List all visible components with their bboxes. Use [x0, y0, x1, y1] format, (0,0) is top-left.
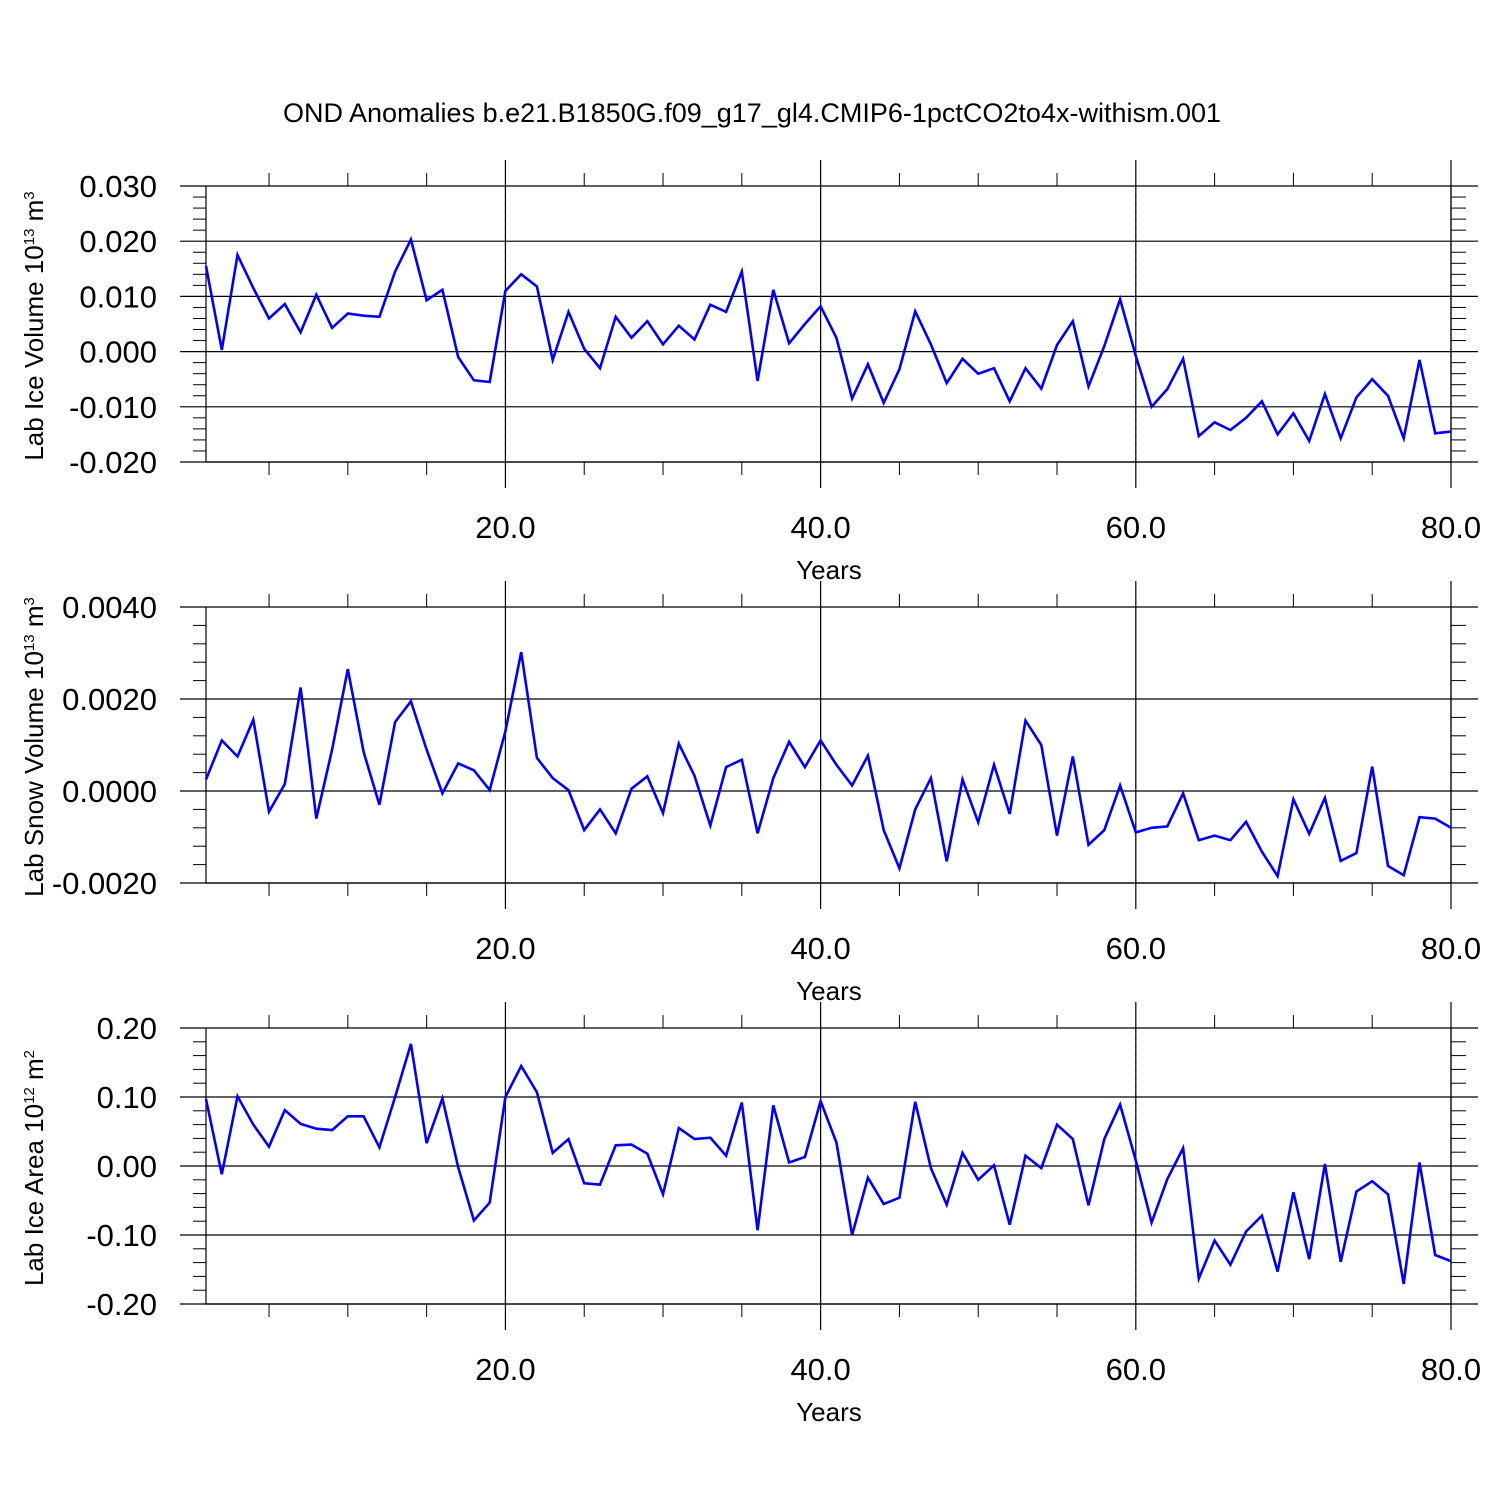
x-tick-label: 80.0 — [1421, 510, 1481, 545]
y-tick-label: 0.00 — [97, 1149, 157, 1184]
panel-1: -0.020 -0.010 0.000 0.010 0.020 0.030 20.0 40.0… — [19, 160, 1481, 585]
figure-title: OND Anomalies b.e21.B1850G.f09_g17_gl4.C… — [283, 98, 1221, 128]
x-tick-label: 40.0 — [790, 510, 850, 545]
x-axis-label: Years — [796, 976, 862, 1006]
x-tick-label: 20.0 — [475, 510, 535, 545]
y-axis-label-superscript: 12 — [21, 1087, 38, 1104]
y-axis-label: Lab Ice Area 1012 m2 — [19, 1050, 49, 1286]
y-tick-label: 0.020 — [79, 224, 157, 259]
x-tick-label: 20.0 — [475, 1352, 535, 1387]
y-axis-label-part: m — [19, 606, 49, 635]
y-tick-label: -0.0020 — [52, 866, 157, 901]
y-axis-label-superscript: 3 — [21, 191, 38, 199]
panel-3: -0.20 -0.10 0.00 0.10 0.20 20.0 40.0 60.0 80.0 Ye… — [19, 1002, 1481, 1427]
panels: -0.020 -0.010 0.000 0.010 0.020 0.030 20.0 40.0… — [19, 160, 1481, 1427]
x-axis-label: Years — [796, 555, 862, 585]
y-tick-label: 0.10 — [97, 1080, 157, 1115]
y-tick-label: -0.020 — [69, 445, 157, 480]
y-axis-label-part: m — [19, 1058, 49, 1087]
x-tick-label: 60.0 — [1106, 931, 1166, 966]
y-axis-label: Lab Snow Volume 1013 m3 — [19, 597, 49, 897]
y-tick-label: 0.000 — [79, 335, 157, 370]
y-tick-label: 0.0000 — [62, 774, 157, 809]
y-tick-label: -0.10 — [86, 1218, 157, 1253]
y-tick-label: 0.20 — [97, 1011, 157, 1046]
y-tick-label: -0.20 — [86, 1287, 157, 1322]
x-axis-label: Years — [796, 1397, 862, 1427]
x-tick-label: 60.0 — [1106, 510, 1166, 545]
y-axis-label-superscript: 3 — [21, 597, 38, 605]
y-axis-label-superscript: 13 — [21, 634, 38, 651]
x-tick-label: 60.0 — [1106, 1352, 1166, 1387]
y-tick-label: 0.030 — [79, 169, 157, 204]
data-series-line — [204, 1043, 1452, 1285]
y-tick-label: 0.010 — [79, 279, 157, 314]
y-axis-label-superscript: 13 — [21, 229, 38, 246]
y-axis-label-part: Lab Snow Volume 10 — [19, 651, 49, 897]
data-series-line — [204, 651, 1452, 880]
y-axis-label-part: Lab Ice Area 10 — [19, 1104, 49, 1286]
x-tick-label: 40.0 — [790, 931, 850, 966]
data-series-line — [204, 235, 1452, 445]
panel-2: -0.0020 0.0000 0.0020 0.0040 20.0 40.0 60.0 80.… — [19, 581, 1481, 1006]
y-tick-label: -0.010 — [69, 390, 157, 425]
x-tick-label: 40.0 — [790, 1352, 850, 1387]
y-tick-label: 0.0020 — [62, 682, 157, 717]
y-axis-label: Lab Ice Volume 1013 m3 — [19, 191, 49, 460]
y-axis-label-part: m — [19, 200, 49, 229]
x-tick-label: 20.0 — [475, 931, 535, 966]
y-tick-label: 0.0040 — [62, 590, 157, 625]
x-tick-label: 80.0 — [1421, 1352, 1481, 1387]
y-axis-label-superscript: 2 — [21, 1050, 38, 1058]
y-axis-label-part: Lab Ice Volume 10 — [19, 245, 49, 460]
x-tick-label: 80.0 — [1421, 931, 1481, 966]
